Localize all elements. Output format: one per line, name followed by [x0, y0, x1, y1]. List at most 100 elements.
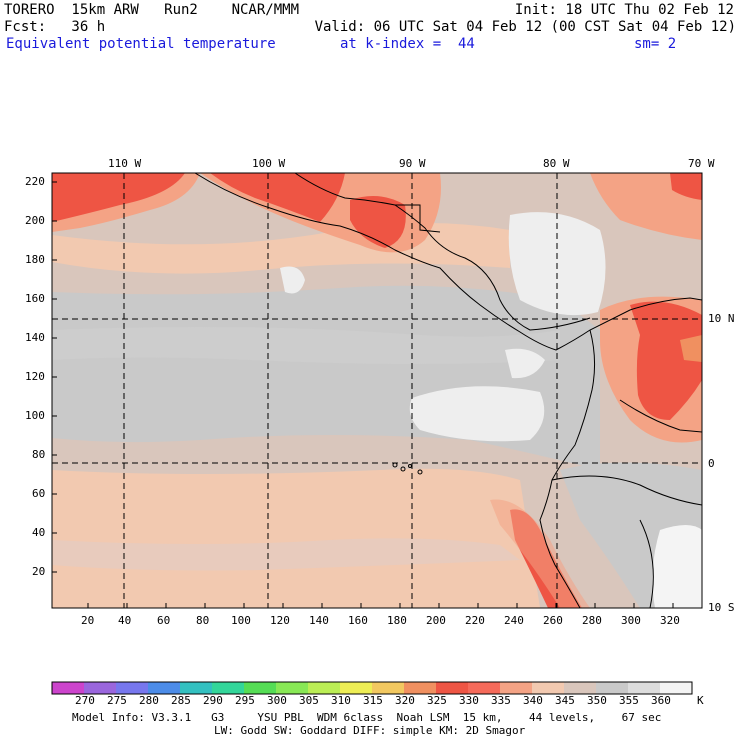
lon-label-110w: 110 W: [108, 157, 142, 170]
zone-347-south: [52, 538, 520, 571]
legend-swatch: [308, 682, 341, 694]
axis-ticks: [52, 181, 674, 608]
x-label: 240: [504, 614, 524, 627]
color-legend: [51, 681, 693, 695]
field-name: Equivalent potential temperature: [6, 36, 276, 52]
caribbean-coastline: [294, 173, 591, 331]
model-title: TORERO 15km ARW Run2 NCAR/MMM: [4, 2, 300, 18]
legend-swatch: [148, 682, 181, 694]
zone-360-amazon: [652, 525, 702, 608]
legend-swatch: [628, 682, 661, 694]
lat-label-0: 0: [708, 457, 715, 470]
legend-value: 305: [299, 694, 319, 707]
x-label: 40: [118, 614, 132, 627]
galapagos-island: [400, 466, 406, 472]
legend-swatch: [52, 682, 85, 694]
legend-swatch: [468, 682, 501, 694]
legend-frame: [51, 681, 693, 695]
lon-label-80w: 80 W: [543, 157, 570, 170]
zone-325-venezuela: [680, 335, 702, 362]
y-label: 100: [25, 409, 45, 422]
y-label: 40: [32, 526, 46, 539]
model-info: Model Info: V3.3.1 G3 YSU PBL WDM 6class…: [72, 711, 662, 724]
y-label: 200: [25, 214, 45, 227]
smoothing-label: sm= 2: [634, 36, 677, 52]
legend-value: 295: [235, 694, 255, 707]
legend-swatch: [532, 682, 565, 694]
zone-360-equator: [409, 386, 545, 442]
legend-swatch: [660, 682, 693, 694]
physics-info: LW: Godd SW: Goddard DIFF: simple KM: 2D…: [214, 724, 526, 737]
latlon-grid: [52, 173, 702, 608]
legend-value: 270: [75, 694, 95, 707]
y-label: 60: [32, 487, 46, 500]
legend-swatch: [276, 682, 309, 694]
zone-355-band: [52, 326, 560, 364]
valid-time: Valid: 06 UTC Sat 04 Feb 12 (00 CST Sat …: [314, 19, 736, 35]
legend-swatch: [404, 682, 437, 694]
x-label: 280: [582, 614, 602, 627]
legend-swatch: [500, 682, 533, 694]
legend-swatch: [84, 682, 117, 694]
y-label: 160: [25, 292, 45, 305]
init-time: Init: 18 UTC Thu 02 Feb 12: [514, 2, 734, 18]
zone-330-mexico: [210, 173, 345, 222]
x-label: 220: [465, 614, 485, 627]
y-label: 80: [32, 448, 46, 461]
lon-label-70w: 70 W: [688, 157, 715, 170]
x-label: 80: [196, 614, 210, 627]
legend-value: 345: [555, 694, 575, 707]
x-label: 20: [81, 614, 95, 627]
legend-value: 340: [523, 694, 543, 707]
legend-value: 355: [619, 694, 639, 707]
legend-value: 275: [107, 694, 127, 707]
y-label: 180: [25, 253, 45, 266]
x-label: 320: [660, 614, 680, 627]
legend-swatch: [436, 682, 469, 694]
legend-value: 360: [651, 694, 671, 707]
pacific-coastline: [194, 173, 702, 351]
lat-label-10s: 10 S: [708, 601, 735, 614]
lon-label-100w: 100 W: [252, 157, 286, 170]
x-label: 60: [157, 614, 171, 627]
legend-value: 320: [395, 694, 415, 707]
zone-330-colombia: [630, 301, 702, 420]
zone-330-nw: [52, 173, 185, 222]
galapagos-island: [417, 469, 423, 475]
legend-swatch: [596, 682, 629, 694]
legend-value: 280: [139, 694, 159, 707]
x-label: 100: [231, 614, 251, 627]
y-label: 20: [32, 565, 46, 578]
legend-value: 330: [459, 694, 479, 707]
zone-360-small-2: [505, 348, 545, 379]
legend-swatch: [372, 682, 405, 694]
x-label: 140: [309, 614, 329, 627]
x-label: 260: [543, 614, 563, 627]
x-label: 160: [348, 614, 368, 627]
theta-e-field: [52, 173, 702, 608]
coastlines: [194, 173, 702, 608]
legend-value: 350: [587, 694, 607, 707]
legend-swatch: [180, 682, 213, 694]
border-guatemala: [395, 204, 441, 233]
legend-value: 290: [203, 694, 223, 707]
legend-value: 325: [427, 694, 447, 707]
x-label: 300: [621, 614, 641, 627]
x-label: 180: [387, 614, 407, 627]
y-label: 220: [25, 175, 45, 188]
border-brazil: [639, 519, 654, 608]
plot-frame: [51, 172, 703, 609]
legend-value: 285: [171, 694, 191, 707]
x-label: 120: [270, 614, 290, 627]
zone-345-south: [52, 468, 540, 608]
legend-swatch: [116, 682, 149, 694]
lat-label-10n: 10 N: [708, 312, 735, 325]
level-label: at k-index = 44: [340, 36, 475, 52]
border-peru: [551, 475, 702, 506]
legend-value: 335: [491, 694, 511, 707]
legend-value: 300: [267, 694, 287, 707]
legend-swatch: [212, 682, 245, 694]
zone-360-small: [280, 266, 305, 294]
forecast-hour: Fcst: 36 h: [4, 19, 106, 35]
